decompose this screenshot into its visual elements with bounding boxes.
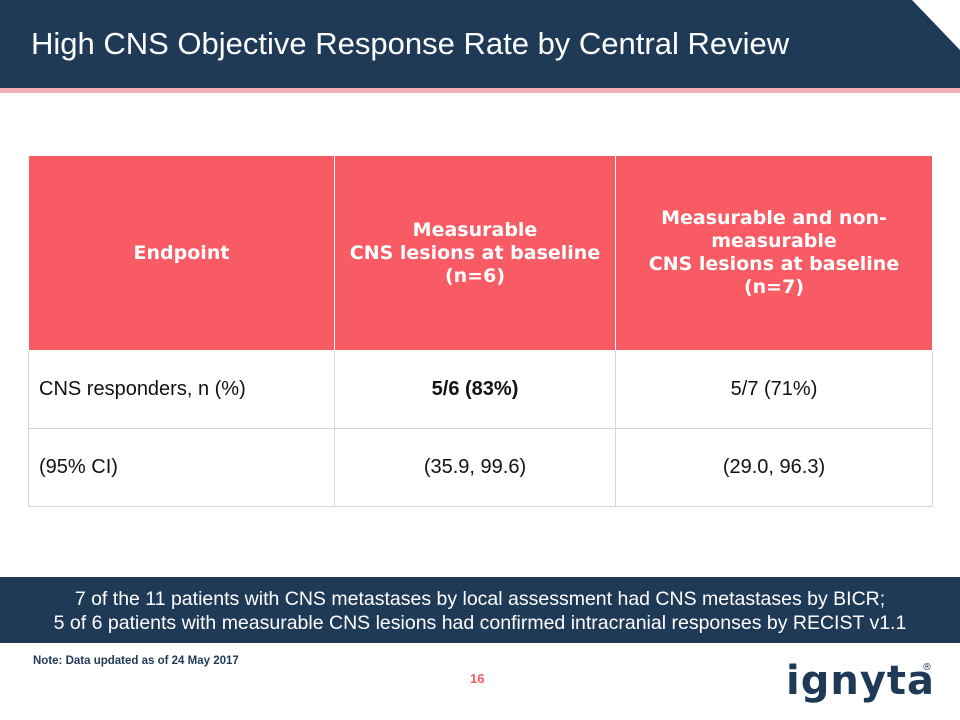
summary-banner: 7 of the 11 patients with CNS metastases…	[0, 577, 960, 643]
title-underline	[0, 88, 960, 93]
table-row: CNS responders, n (%) 5/6 (83%) 5/7 (71%…	[28, 350, 933, 429]
value-all-ci: (29.0, 96.3)	[615, 428, 933, 507]
footnote: Note: Data updated as of 24 May 2017	[33, 655, 239, 667]
logo-wordmark: ignyta	[786, 658, 935, 704]
registered-mark: ®	[922, 662, 932, 673]
title-bar	[0, 0, 960, 88]
row-label-ci: (95% CI)	[28, 428, 335, 507]
summary-line-1: 7 of the 11 patients with CNS metastases…	[74, 588, 886, 610]
value-all-responders: 5/7 (71%)	[615, 350, 933, 429]
results-table: Endpoint Measurable CNS lesions at baseli…	[28, 155, 933, 507]
page-number: 16	[470, 671, 485, 686]
header-endpoint: Endpoint	[28, 155, 335, 351]
ignyta-logo: ignyta ®	[786, 658, 935, 704]
slide-title: High CNS Objective Response Rate by Cent…	[31, 26, 790, 61]
row-label-responders: CNS responders, n (%)	[28, 350, 335, 429]
table-header-row: Endpoint Measurable CNS lesions at baseli…	[28, 155, 933, 351]
summary-line-2: 5 of 6 patients with measurable CNS lesi…	[53, 612, 907, 634]
value-measurable-ci: (35.9, 99.6)	[334, 428, 616, 507]
header-measurable: Measurable CNS lesions at baseline (n=6)	[334, 155, 616, 351]
value-measurable-responders: 5/6 (83%)	[334, 350, 616, 429]
header-measurable-and-non-measurable: Measurable and non-measurable CNS lesions…	[615, 155, 933, 351]
table-row: (95% CI) (35.9, 99.6) (29.0, 96.3)	[28, 428, 933, 507]
